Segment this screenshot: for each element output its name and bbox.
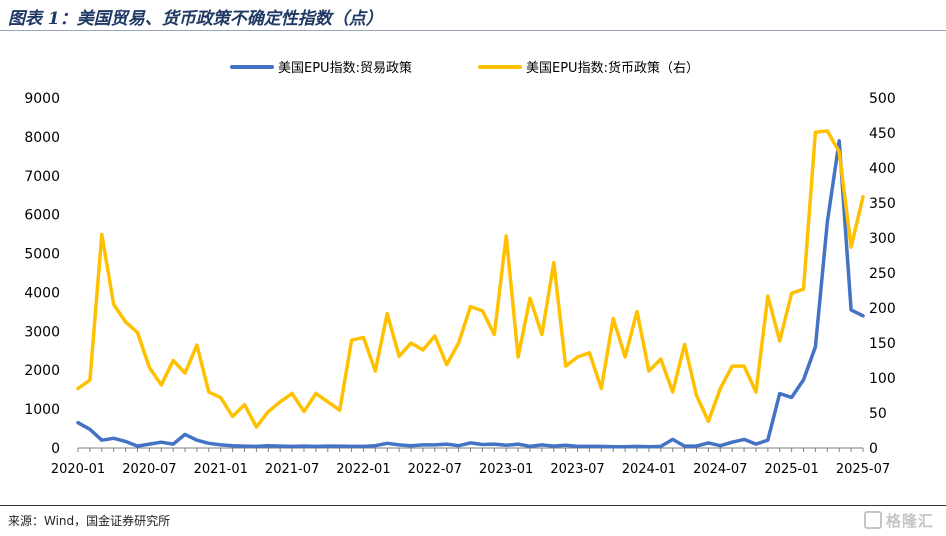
- y-right-tick-label: 200: [869, 301, 896, 317]
- x-tick-label: 2025-01: [764, 462, 818, 477]
- y-left-tick-label: 8000: [24, 130, 60, 146]
- x-tick-label: 2020-07: [122, 462, 176, 477]
- axes: 0 1000 2000 3000 4000 5000 6000 7000 8000 9000 0 50…: [24, 91, 895, 477]
- x-tick-label: 2023-01: [479, 462, 533, 477]
- x-tick-label: 2023-07: [550, 462, 604, 477]
- title-divider: [0, 30, 946, 31]
- x-tick-label: 2021-01: [194, 462, 248, 477]
- y-right-tick-label: 50: [869, 406, 887, 422]
- y-right-tick-label: 350: [869, 196, 896, 212]
- y-left-tick-label: 3000: [24, 324, 60, 340]
- x-tick-label: 2022-07: [408, 462, 462, 477]
- y-left-tick-label: 6000: [24, 208, 60, 224]
- plot-area: [76, 129, 865, 449]
- watermark-text: 格隆汇: [885, 512, 934, 530]
- source-note: 来源：Wind，国金证券研究所: [8, 514, 171, 528]
- chart-canvas: 美国EPU指数:贸易政策 美国EPU指数:货币政策（右） 010002000300…: [24, 60, 895, 477]
- y-left-tick-label: 2000: [24, 363, 60, 379]
- y-right-tick-label: 500: [869, 91, 896, 107]
- y-left-tick-label: 0: [51, 441, 60, 457]
- series-line-monetary-policy: [76, 129, 865, 429]
- y-left-tick-label: 9000: [24, 91, 60, 107]
- y-right-tick-label: 0: [869, 441, 878, 457]
- y-left-tick-label: 5000: [24, 247, 60, 263]
- footer-divider: [0, 505, 946, 506]
- y-right-tick-label: 250: [869, 266, 896, 282]
- x-tick-label: 2022-01: [336, 462, 390, 477]
- x-tick-label: 2024-07: [693, 462, 747, 477]
- y-right-tick-label: 450: [869, 126, 896, 142]
- chart-title: 图表 1：美国贸易、货币政策不确定性指数（点）: [8, 9, 383, 29]
- y-left-tick-label: 7000: [24, 169, 60, 185]
- x-tick-label: 2020-01: [51, 462, 105, 477]
- y-right-tick-label: 300: [869, 231, 896, 247]
- y-right-tick-label: 150: [869, 336, 896, 352]
- watermark-logo: 格隆汇: [863, 510, 934, 531]
- y-left-tick-label: 1000: [24, 402, 60, 418]
- legend-label: 美国EPU指数:贸易政策: [278, 60, 412, 76]
- y-right-tick-label: 100: [869, 371, 896, 387]
- legend: 美国EPU指数:贸易政策 美国EPU指数:货币政策（右）: [230, 60, 699, 76]
- legend-label: 美国EPU指数:货币政策（右）: [526, 60, 699, 76]
- y-left-tick-label: 4000: [24, 285, 60, 301]
- x-tick-label: 2024-01: [622, 462, 676, 477]
- x-tick-label: 2021-07: [265, 462, 319, 477]
- series-line-trade-policy: [76, 139, 865, 449]
- x-tick-label: 2025-07: [836, 462, 890, 477]
- y-right-tick-label: 400: [869, 161, 896, 177]
- watermark-icon: [863, 511, 882, 529]
